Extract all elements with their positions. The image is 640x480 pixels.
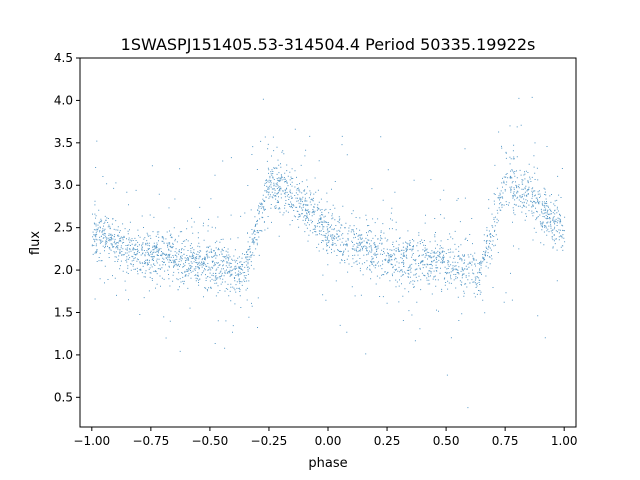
y-tick-label: 3.5 (54, 136, 73, 150)
y-tick-label: 4.5 (54, 51, 73, 65)
y-axis: 0.5 1.0 1.5 2.0 2.5 3.0 3.5 4.0 4.5 (54, 51, 80, 404)
chart-title: 1SWASPJ151405.53-314504.4 Period 50335.1… (121, 35, 536, 54)
plot-frame (79, 57, 577, 428)
x-tick-label: 0.50 (433, 434, 460, 448)
y-tick-label: 1.0 (54, 348, 73, 362)
flux-point-cloud (91, 96, 566, 409)
x-tick-label: −0.50 (192, 434, 229, 448)
x-axis: −1.00 −0.75 −0.50 −0.25 0.00 0.25 0.50 0.75 1.00 (73, 427, 578, 448)
y-tick-label: 1.5 (54, 305, 73, 319)
y-tick-label: 2.0 (54, 263, 73, 277)
x-axis-label: phase (308, 456, 347, 471)
y-tick-label: 0.5 (54, 390, 73, 404)
y-tick-label: 3.0 (54, 178, 73, 192)
x-tick-label: −0.75 (132, 434, 169, 448)
x-tick-label: −1.00 (73, 434, 110, 448)
x-tick-label: 1.00 (551, 434, 578, 448)
x-tick-label: 0.00 (315, 434, 342, 448)
x-tick-label: 0.25 (374, 434, 401, 448)
x-tick-label: −0.25 (251, 434, 288, 448)
scatter-points (91, 96, 566, 409)
y-axis-label: flux (28, 231, 43, 255)
y-tick-label: 4.0 (54, 93, 73, 107)
y-tick-label: 2.5 (54, 221, 73, 235)
x-tick-label: 0.75 (492, 434, 519, 448)
